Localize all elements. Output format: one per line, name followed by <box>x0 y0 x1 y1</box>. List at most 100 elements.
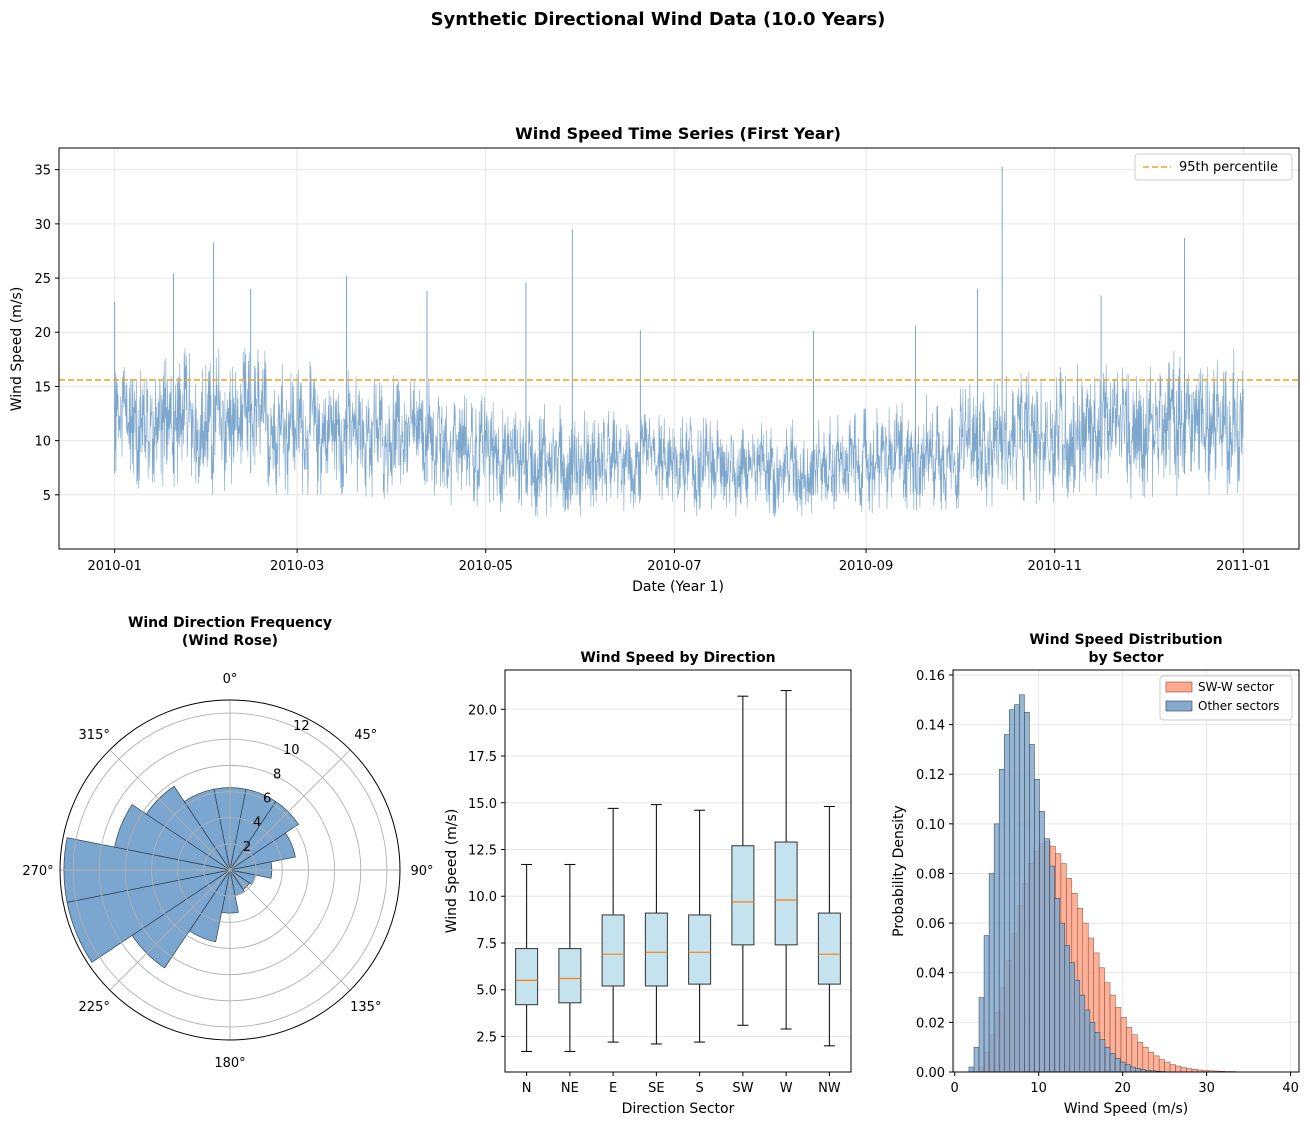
histogram-bar <box>1169 1064 1176 1073</box>
histogram-bar <box>1024 711 1030 1073</box>
timeseries-axes-frame <box>58 147 1300 550</box>
angle-label: 45° <box>354 728 377 743</box>
histogram-bar <box>1158 1059 1165 1073</box>
angle-label: 0° <box>223 672 238 687</box>
histogram-bar <box>1186 1068 1193 1073</box>
histogram-bar <box>1134 1068 1141 1073</box>
x-tick-label: NE <box>561 1081 579 1096</box>
box-iqr <box>644 912 668 987</box>
histogram-legend-swatch-other <box>1165 700 1193 712</box>
histogram-bar <box>1064 945 1070 1073</box>
histogram-bar <box>1044 838 1050 1073</box>
x-tick-label: W <box>780 1081 793 1096</box>
histogram-bar <box>1089 1022 1096 1073</box>
histogram-legend-swatch-sw-w <box>1165 681 1193 693</box>
wind-rose-frame <box>59 699 401 1041</box>
histogram-bar <box>1074 979 1081 1073</box>
radial-tick-label: 4 <box>253 816 261 831</box>
histogram-bar <box>1129 1066 1136 1073</box>
x-tick-label: 20 <box>1114 1081 1131 1096</box>
x-tick-label: 2011-01 <box>1216 559 1270 574</box>
y-tick-label: 35 <box>34 164 51 179</box>
boxplot-axes-frame <box>504 669 852 1073</box>
y-tick-label: 5 <box>43 489 51 504</box>
histogram-bar <box>1019 694 1025 1073</box>
angle-label: 315° <box>79 728 110 743</box>
histogram-bar <box>1180 1067 1187 1073</box>
histogram-bar <box>968 1066 975 1073</box>
radial-tick-label: 10 <box>283 743 300 758</box>
boxplot-boxes <box>515 690 841 1052</box>
histogram-bars-other <box>968 694 1171 1073</box>
histogram-bar <box>1114 1058 1121 1073</box>
y-tick-label: 0.00 <box>916 1066 945 1081</box>
x-tick-label: 2010-05 <box>459 559 513 574</box>
angular-grid-line <box>229 749 351 871</box>
histogram-title: Wind Speed Distribution by Sector <box>1029 632 1222 666</box>
histogram-bar <box>973 1046 980 1073</box>
histogram-panel: Wind Speed Distribution by Sector 0.00 0.0… <box>891 632 1300 1117</box>
histogram-bar <box>998 769 1005 1073</box>
timeseries-xlabel: Date (Year 1) <box>632 579 724 595</box>
angle-label: 225° <box>79 1000 110 1015</box>
wind-speed-line <box>114 348 1244 517</box>
histogram-bar <box>978 997 985 1073</box>
y-tick-label: 0.04 <box>916 967 945 982</box>
wind-rose-panel: Wind Direction Frequency (Wind Rose) 0° 45… <box>22 615 433 1071</box>
histogram-bar <box>1069 962 1076 1073</box>
histogram-bar <box>1079 994 1086 1073</box>
histogram-bar <box>1034 778 1040 1073</box>
y-tick-label: 15.0 <box>468 797 497 812</box>
boxplot-panel: 2.5 5.0 7.5 10.0 12.5 15.0 17.5 20.0 N NE E SE S SW W N… <box>444 650 852 1117</box>
histogram-bar <box>1104 1046 1111 1073</box>
boxplot-ticks: 2.5 5.0 7.5 10.0 12.5 15.0 17.5 20.0 N NE E SE S SW W N… <box>468 703 841 1096</box>
timeseries-series <box>114 166 1244 517</box>
y-tick-label: 0.08 <box>916 867 945 882</box>
histogram-bar <box>1054 898 1060 1073</box>
x-tick-label: 10 <box>1030 1081 1047 1096</box>
y-tick-label: 20.0 <box>468 703 497 718</box>
wind-rose-bar <box>229 832 296 871</box>
y-tick-label: 25 <box>34 272 51 287</box>
histogram-bar <box>1003 734 1010 1073</box>
histogram-bar <box>1099 1039 1106 1073</box>
histogram-bar <box>1039 811 1045 1073</box>
y-tick-label: 0.12 <box>916 768 945 783</box>
wind-rose-grid <box>59 699 401 1041</box>
box-iqr <box>558 948 582 1004</box>
x-tick-label: E <box>609 1081 617 1096</box>
histogram-bar <box>1119 1061 1126 1073</box>
radial-tick-label: 6 <box>263 792 271 807</box>
histogram-ticks: 0.00 0.02 0.04 0.06 0.08 0.10 0.12 0.14 0.16 0 10 2… <box>916 669 1299 1096</box>
radial-tick-label: 2 <box>243 840 251 855</box>
x-tick-label: 0 <box>951 1081 959 1096</box>
angular-grid-line <box>229 869 351 991</box>
timeseries-legend-label: 95th percentile <box>1179 160 1278 175</box>
y-tick-label: 0.06 <box>916 917 945 932</box>
y-tick-label: 0.14 <box>916 719 945 734</box>
box-iqr <box>515 948 539 1006</box>
y-tick-label: 7.5 <box>476 937 497 952</box>
histogram-legend-box <box>1159 675 1293 721</box>
x-tick-label: 2010-11 <box>1028 559 1082 574</box>
boxplot-title: Wind Speed by Direction <box>580 650 775 666</box>
angle-label: 135° <box>350 1000 381 1015</box>
histogram-bar <box>1124 1064 1131 1073</box>
histogram-bar <box>1175 1065 1182 1073</box>
box-iqr <box>817 912 841 985</box>
title-line: Wind Direction Frequency <box>128 615 332 631</box>
x-tick-label: 2010-09 <box>839 559 893 574</box>
angle-label: 270° <box>22 864 53 879</box>
boxplot-xlabel: Direction Sector <box>622 1101 735 1117</box>
histogram-bar <box>1059 922 1065 1073</box>
y-tick-label: 10.0 <box>468 890 497 905</box>
histogram-bar <box>1153 1055 1160 1073</box>
histogram-bar <box>1014 704 1020 1073</box>
wind-rose-bar <box>183 788 231 871</box>
title-line: (Wind Rose) <box>182 633 278 649</box>
boxplot-grid <box>505 708 851 1037</box>
x-tick-label: 2010-01 <box>87 559 141 574</box>
radial-tick-label: 8 <box>273 767 281 782</box>
